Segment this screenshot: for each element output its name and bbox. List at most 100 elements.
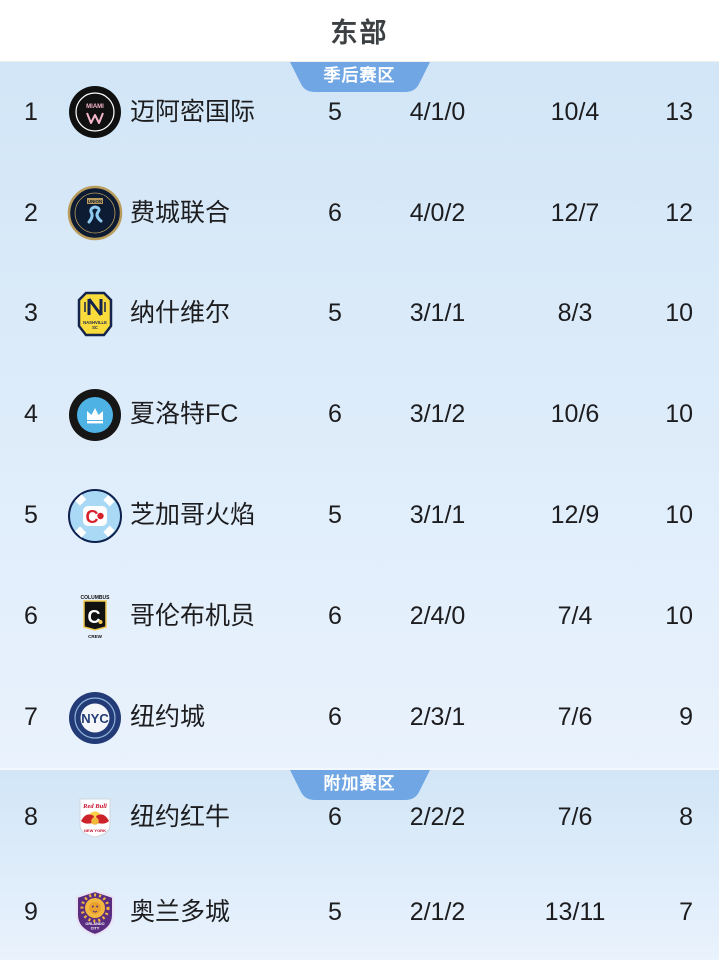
team-goals-for-against: 7/6 bbox=[557, 802, 593, 831]
team-points: 10 bbox=[665, 601, 693, 630]
team-name: 奥兰多城 bbox=[130, 897, 231, 926]
svg-text:NASHVILLE: NASHVILLE bbox=[83, 320, 107, 325]
zone-badge-label: 季后赛区 bbox=[323, 66, 396, 85]
team-rank: 9 bbox=[24, 897, 38, 926]
zone-badge: 附加赛区 bbox=[289, 770, 430, 800]
team-name: 纽约城 bbox=[130, 702, 206, 731]
team-win-draw-loss: 2/4/0 bbox=[409, 601, 466, 630]
team-rank: 8 bbox=[24, 802, 38, 831]
svg-text:C: C bbox=[88, 607, 101, 627]
table-row[interactable]: 8 Red Bull NEW YORK 纽约红牛 6 2/2/2 7/6 8 bbox=[0, 770, 719, 865]
team-points: 13 bbox=[665, 97, 693, 126]
team-goals-for-against: 13/11 bbox=[544, 897, 606, 926]
standings-table: 季后赛区 1 MIAMI 迈阿密国际 5 4/1/0 10/4 13 2 UNI… bbox=[0, 62, 719, 960]
team-name: 迈阿密国际 bbox=[130, 97, 256, 126]
team-rank: 6 bbox=[24, 601, 38, 630]
table-row[interactable]: 7 NYC 纽约城 6 2/3/1 7/6 9 bbox=[0, 667, 719, 768]
team-rank: 4 bbox=[24, 400, 38, 429]
table-row[interactable]: 4 夏洛特FC 6 3/1/2 10/6 10 bbox=[0, 365, 719, 466]
team-points: 9 bbox=[679, 702, 693, 731]
team-win-draw-loss: 3/1/1 bbox=[409, 501, 466, 530]
zone-rows: 8 Red Bull NEW YORK 纽约红牛 6 2/2/2 7/6 8 9… bbox=[0, 770, 719, 960]
team-rank: 1 bbox=[24, 97, 38, 126]
nashville-sc-crest-icon: NASHVILLE SC bbox=[77, 291, 113, 337]
table-row[interactable]: 5 C 芝加哥火焰 5 3/1/1 12/9 10 bbox=[0, 465, 719, 566]
team-rank: 7 bbox=[24, 702, 38, 731]
zone-badge-tab-icon bbox=[289, 62, 430, 92]
team-points: 12 bbox=[665, 198, 693, 227]
team-points: 10 bbox=[665, 501, 693, 530]
team-goals-for-against: 8/3 bbox=[557, 299, 593, 328]
ny-red-bulls-crest-icon: Red Bull NEW YORK bbox=[79, 798, 111, 838]
team-logo bbox=[62, 387, 128, 443]
team-name: 夏洛特FC bbox=[130, 400, 239, 429]
svg-text:SC: SC bbox=[92, 325, 98, 330]
team-name: 芝加哥火焰 bbox=[130, 501, 256, 530]
team-rank: 3 bbox=[24, 299, 38, 328]
team-win-draw-loss: 2/1/2 bbox=[409, 897, 466, 926]
team-logo: MIAMI bbox=[62, 84, 128, 140]
team-games-played: 5 bbox=[328, 897, 342, 926]
zone-rows: 1 MIAMI 迈阿密国际 5 4/1/0 10/4 13 2 UNION 费城… bbox=[0, 62, 719, 768]
team-logo: NYC bbox=[62, 690, 128, 746]
svg-text:NEW YORK: NEW YORK bbox=[84, 828, 106, 833]
team-win-draw-loss: 2/3/1 bbox=[409, 702, 466, 731]
team-points: 7 bbox=[679, 897, 693, 926]
team-logo: COLUMBUS C CREW bbox=[62, 589, 128, 645]
team-games-played: 6 bbox=[328, 400, 342, 429]
table-row[interactable]: 6 COLUMBUS C CREW 哥伦布机员 6 2/4/0 7/4 10 bbox=[0, 566, 719, 667]
team-games-played: 5 bbox=[328, 97, 342, 126]
team-goals-for-against: 7/6 bbox=[557, 702, 593, 731]
team-rank: 2 bbox=[24, 198, 38, 227]
svg-text:ORLANDO: ORLANDO bbox=[85, 922, 104, 926]
inter-miami-crest-icon: MIAMI bbox=[69, 86, 121, 139]
table-row[interactable]: 3 NASHVILLE SC 纳什维尔 5 3/1/1 8/3 10 bbox=[0, 264, 719, 365]
team-goals-for-against: 12/7 bbox=[550, 198, 600, 227]
columbus-crew-crest-icon: COLUMBUS C CREW bbox=[81, 595, 111, 639]
philadelphia-union-crest-icon: UNION bbox=[67, 186, 123, 241]
svg-text:CREW: CREW bbox=[88, 634, 103, 639]
team-win-draw-loss: 4/1/0 bbox=[409, 97, 466, 126]
table-row[interactable]: 9 ORLANDO CITY 奥兰多城 5 2/1/2 13/11 7 bbox=[0, 865, 719, 960]
team-games-played: 5 bbox=[328, 501, 342, 530]
team-logo: C bbox=[62, 488, 128, 544]
team-points: 10 bbox=[665, 400, 693, 429]
page-header: 东部 bbox=[0, 0, 719, 62]
team-goals-for-against: 7/4 bbox=[557, 601, 593, 630]
team-points: 10 bbox=[665, 299, 693, 328]
team-games-played: 6 bbox=[328, 702, 342, 731]
team-logo: ORLANDO CITY bbox=[62, 885, 128, 941]
team-points: 8 bbox=[679, 802, 693, 831]
team-name: 哥伦布机员 bbox=[130, 601, 256, 630]
team-win-draw-loss: 3/1/1 bbox=[409, 299, 466, 328]
team-logo: UNION bbox=[62, 185, 128, 241]
new-york-city-fc-crest-icon: NYC bbox=[69, 691, 121, 744]
zone-badge-label: 附加赛区 bbox=[323, 774, 396, 793]
table-row[interactable]: 1 MIAMI 迈阿密国际 5 4/1/0 10/4 13 bbox=[0, 62, 719, 163]
team-logo: NASHVILLE SC bbox=[62, 286, 128, 342]
team-name: 纽约红牛 bbox=[130, 802, 231, 831]
svg-text:CITY: CITY bbox=[91, 926, 100, 930]
team-games-played: 6 bbox=[328, 601, 342, 630]
team-goals-for-against: 10/6 bbox=[550, 400, 600, 429]
svg-text:NYC: NYC bbox=[81, 711, 109, 726]
orlando-city-crest-icon: ORLANDO CITY bbox=[76, 889, 114, 936]
page-title: 东部 bbox=[330, 18, 389, 48]
team-goals-for-against: 12/9 bbox=[550, 501, 600, 530]
team-games-played: 5 bbox=[328, 299, 342, 328]
team-name: 费城联合 bbox=[130, 198, 231, 227]
team-games-played: 6 bbox=[328, 802, 342, 831]
zone-badge: 季后赛区 bbox=[289, 62, 430, 92]
table-row[interactable]: 2 UNION 费城联合 6 4/0/2 12/7 12 bbox=[0, 163, 719, 264]
team-rank: 5 bbox=[24, 501, 38, 530]
svg-text:UNION: UNION bbox=[88, 199, 103, 204]
team-win-draw-loss: 3/1/2 bbox=[409, 400, 466, 429]
svg-text:COLUMBUS: COLUMBUS bbox=[81, 595, 111, 601]
team-win-draw-loss: 4/0/2 bbox=[409, 198, 466, 227]
svg-text:MIAMI: MIAMI bbox=[86, 104, 104, 110]
zone-badge-tab-icon bbox=[289, 770, 430, 800]
team-name: 纳什维尔 bbox=[130, 299, 231, 328]
conference-zone-section: 季后赛区 1 MIAMI 迈阿密国际 5 4/1/0 10/4 13 2 UNI… bbox=[0, 62, 719, 768]
conference-zone-section: 附加赛区 8 Red Bull NEW YORK 纽约红牛 6 2/2/2 7/… bbox=[0, 768, 719, 960]
team-games-played: 6 bbox=[328, 198, 342, 227]
